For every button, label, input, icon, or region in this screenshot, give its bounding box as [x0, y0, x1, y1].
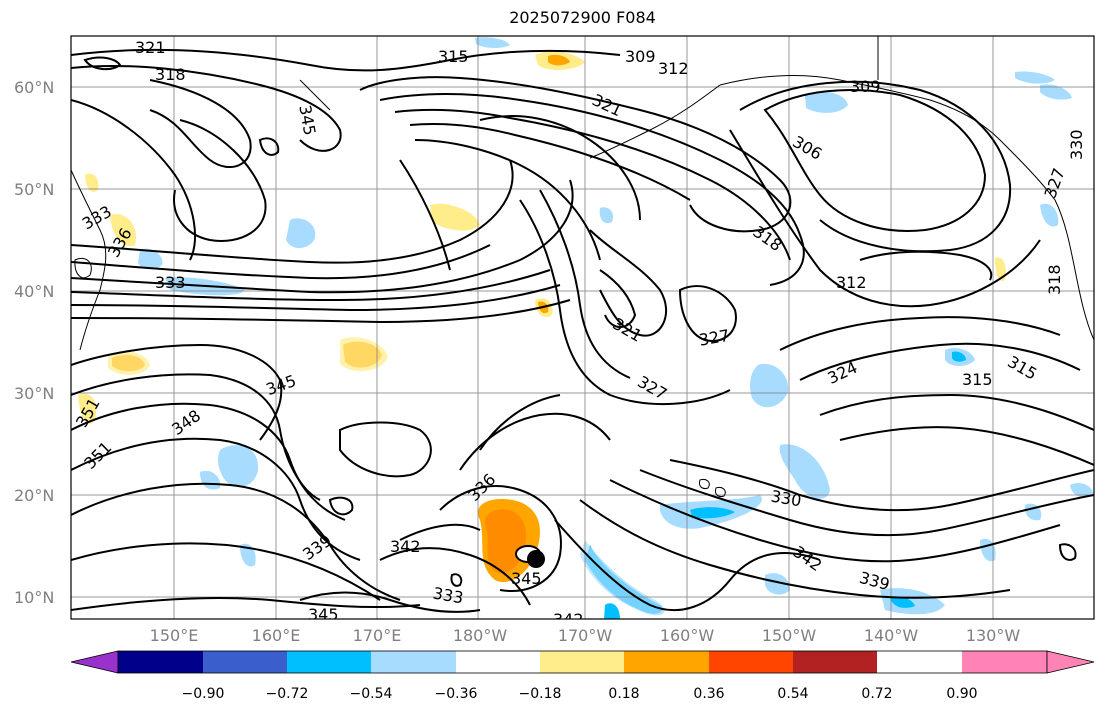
colorbar-tick: 0.36 — [693, 686, 724, 702]
contour-label: 315 — [962, 370, 993, 389]
storm-center-dot — [527, 550, 545, 568]
lat-label: 30°N — [14, 384, 54, 403]
contour-label: 312 — [836, 273, 867, 292]
storm-center-marker — [515, 545, 545, 568]
contour-label: 345 — [511, 569, 542, 588]
contour-label: 318 — [155, 65, 186, 84]
colorbar-tick: 0.90 — [946, 686, 977, 702]
colorbar-segments — [117, 650, 1048, 674]
colorbar-tick: −0.18 — [519, 686, 562, 702]
lat-label: 10°N — [14, 588, 54, 607]
contour-label: 333 — [155, 273, 186, 292]
contour-label: 309 — [625, 47, 656, 66]
colorbar-tick: −0.54 — [350, 686, 393, 702]
contour-label: 345 — [308, 605, 339, 624]
longitude-labels: 150°E 160°E 170°E 180°W 170°W 160°W 150°… — [150, 626, 1021, 645]
colorbar-segment — [709, 651, 793, 673]
lon-label: 150°E — [150, 626, 199, 645]
lon-label: 180°W — [453, 626, 508, 645]
graticule — [71, 36, 1094, 619]
lat-label: 60°N — [14, 78, 54, 97]
lon-label: 160°E — [252, 626, 301, 645]
colorbar-segment — [371, 651, 456, 673]
lon-label: 160°W — [660, 626, 715, 645]
contour-lines — [71, 48, 1094, 613]
colorbar-tick: −0.72 — [266, 686, 309, 702]
lon-label: 140°W — [864, 626, 919, 645]
colorbar-tick: −0.90 — [182, 686, 225, 702]
lat-label: 50°N — [14, 180, 54, 199]
colorbar-segment — [456, 651, 540, 673]
colorbar-tick: 0.54 — [777, 686, 808, 702]
lat-label: 20°N — [14, 486, 54, 505]
lon-label: 130°W — [966, 626, 1021, 645]
contour-label: 312 — [658, 59, 689, 78]
colorbar-segment — [540, 651, 624, 673]
colorbar-tick: −0.36 — [435, 686, 478, 702]
lon-label: 150°W — [762, 626, 817, 645]
contour-label: 342 — [390, 537, 421, 556]
contour-label: 330 — [1067, 129, 1086, 160]
colorbar: −0.90 −0.72 −0.54 −0.36 −0.18 0.18 0.36 … — [70, 650, 1095, 702]
colorbar-tick: 0.18 — [608, 686, 639, 702]
contour-label: 321 — [135, 38, 166, 57]
colorbar-segment — [624, 651, 709, 673]
colorbar-high-extend — [1046, 650, 1095, 674]
contour-label: 318 — [1045, 264, 1064, 295]
lat-label: 40°N — [14, 282, 54, 301]
latitude-labels: 60°N 50°N 40°N 30°N 20°N 10°N — [14, 78, 54, 607]
colorbar-segment — [287, 651, 371, 673]
colorbar-segment — [118, 651, 203, 673]
colorbar-segment — [962, 651, 1047, 673]
map-title: 2025072900 F084 — [509, 8, 656, 27]
colorbar-segment — [793, 651, 877, 673]
map-area — [71, 36, 1094, 619]
colorbar-tick: 0.72 — [861, 686, 892, 702]
colorbar-low-extend — [70, 650, 119, 674]
contour-label: 342 — [553, 610, 584, 629]
lon-label: 170°W — [558, 626, 613, 645]
contour-label: 315 — [438, 47, 469, 66]
contour-label: 309 — [850, 77, 881, 96]
map-border — [70, 35, 1095, 620]
lon-label: 170°E — [353, 626, 402, 645]
colorbar-ticks: −0.90 −0.72 −0.54 −0.36 −0.18 0.18 0.36 … — [182, 686, 978, 702]
colorbar-segment — [203, 651, 287, 673]
